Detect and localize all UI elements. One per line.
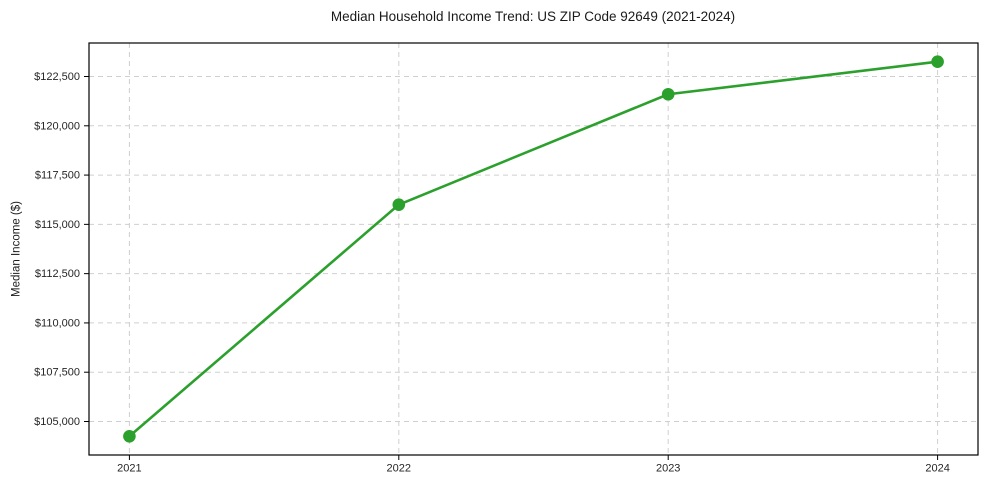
data-point-marker — [931, 55, 944, 69]
x-tick-label: 2023 — [656, 463, 680, 475]
y-tick-label: $120,000 — [34, 120, 80, 132]
x-tick-label: 2021 — [117, 463, 141, 475]
x-tick-label: 2024 — [925, 463, 949, 475]
gridlines — [89, 43, 978, 455]
x-tick-label: 2022 — [387, 463, 411, 475]
y-tick-label: $110,000 — [35, 317, 80, 329]
y-tick-label: $115,000 — [35, 219, 80, 231]
data-point-marker — [392, 198, 406, 211]
y-tick-label: $105,000 — [34, 416, 80, 428]
chart-title: Median Household Income Trend: US ZIP Co… — [331, 9, 735, 24]
data-series — [123, 55, 944, 443]
y-tick-label: $122,500 — [34, 71, 80, 83]
y-tick-label: $107,500 — [34, 367, 80, 379]
data-point-marker — [123, 429, 136, 443]
data-point-marker — [661, 87, 675, 101]
y-tick-label: $112,500 — [35, 268, 80, 280]
y-tick-label: $117,500 — [35, 170, 80, 182]
axis-tick-labels: $105,000 $107,500 $110,000 $112,500 $115,000… — [34, 71, 950, 474]
y-axis-label: Median Income ($) — [11, 201, 23, 297]
trend-line — [128, 60, 939, 438]
plot-border — [88, 42, 979, 456]
axis-ticks — [84, 76, 939, 460]
